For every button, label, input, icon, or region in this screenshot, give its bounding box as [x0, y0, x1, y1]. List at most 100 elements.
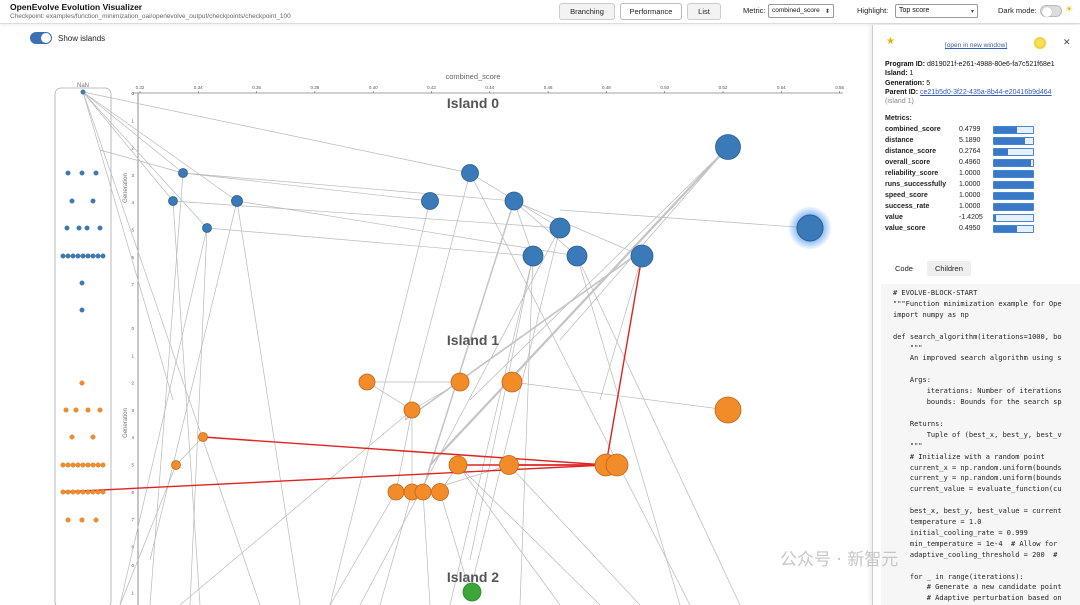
- tab-list[interactable]: List: [687, 3, 721, 20]
- program-node[interactable]: [70, 489, 76, 495]
- program-node[interactable]: [448, 455, 468, 475]
- program-node[interactable]: [85, 253, 91, 259]
- metric-name: distance: [885, 137, 914, 144]
- x-axis-title: combined_score: [445, 72, 500, 81]
- program-node[interactable]: [93, 170, 99, 176]
- program-node[interactable]: [231, 195, 243, 207]
- program-node[interactable]: [65, 462, 71, 468]
- program-node[interactable]: [549, 217, 571, 239]
- program-node[interactable]: [100, 253, 106, 259]
- program-node[interactable]: [93, 517, 99, 523]
- program-node[interactable]: [70, 253, 76, 259]
- program-node[interactable]: [76, 225, 82, 231]
- lineage-edge: [179, 409, 413, 605]
- highlight-select[interactable]: Top score ▾: [895, 4, 978, 18]
- program-node[interactable]: [171, 460, 181, 470]
- program-node[interactable]: [84, 225, 90, 231]
- program-node[interactable]: [450, 372, 470, 392]
- program-node[interactable]: [198, 432, 208, 442]
- open-in-new-window-link[interactable]: [open in new window]: [945, 42, 1008, 49]
- program-node[interactable]: [64, 225, 70, 231]
- program-node[interactable]: [97, 225, 103, 231]
- program-node[interactable]: [75, 489, 81, 495]
- program-node[interactable]: [168, 196, 178, 206]
- program-node[interactable]: [73, 407, 79, 413]
- program-node[interactable]: [79, 517, 85, 523]
- program-node[interactable]: [100, 462, 106, 468]
- program-node[interactable]: [90, 253, 96, 259]
- evolution-graph[interactable]: NaN combined_score 0.32 0.34 0.36 0.38 0.40 0…: [0, 25, 872, 605]
- program-node[interactable]: [100, 489, 106, 495]
- lineage-edge: [172, 200, 201, 605]
- program-node[interactable]: [65, 489, 71, 495]
- program-node[interactable]: [421, 192, 439, 210]
- program-node[interactable]: [522, 245, 544, 267]
- program-node[interactable]: [605, 453, 629, 477]
- program-node[interactable]: [630, 244, 654, 268]
- program-node[interactable]: [90, 198, 96, 204]
- tab-children[interactable]: Children: [926, 261, 971, 276]
- program-node[interactable]: [79, 280, 85, 286]
- program-node[interactable]: [414, 483, 432, 501]
- program-node[interactable]: [75, 253, 81, 259]
- star-icon[interactable]: ★: [886, 36, 895, 47]
- program-node[interactable]: [80, 489, 86, 495]
- program-node[interactable]: [358, 373, 376, 391]
- watermark: 公众号 · 新智元: [780, 550, 899, 570]
- metric-name: success_rate: [885, 203, 930, 210]
- program-node[interactable]: [715, 134, 741, 160]
- program-node[interactable]: [97, 407, 103, 413]
- program-node[interactable]: [79, 170, 85, 176]
- program-node[interactable]: [70, 462, 76, 468]
- tab-performance[interactable]: Performance: [620, 3, 682, 20]
- program-node[interactable]: [65, 253, 71, 259]
- program-node[interactable]: [80, 253, 86, 259]
- tab-branching[interactable]: Branching: [559, 3, 615, 20]
- parent-id-link[interactable]: ce21b5d0-3f22-435a-8b44-e20416b9d464: [920, 88, 1052, 96]
- tab-code[interactable]: Code: [887, 261, 921, 276]
- close-icon[interactable]: ✕: [1063, 37, 1071, 47]
- program-node[interactable]: [714, 396, 742, 424]
- program-node[interactable]: [69, 434, 75, 440]
- program-node[interactable]: [60, 489, 66, 495]
- program-node[interactable]: [63, 407, 69, 413]
- program-node[interactable]: [85, 462, 91, 468]
- dark-mode-toggle[interactable]: [1040, 5, 1062, 17]
- program-node[interactable]: [403, 401, 421, 419]
- program-node[interactable]: [85, 489, 91, 495]
- program-node[interactable]: [95, 462, 101, 468]
- program-node[interactable]: [80, 89, 86, 95]
- program-node[interactable]: [90, 434, 96, 440]
- program-node[interactable]: [202, 223, 212, 233]
- program-node[interactable]: [90, 489, 96, 495]
- program-node[interactable]: [431, 483, 449, 501]
- program-node[interactable]: [85, 407, 91, 413]
- program-node[interactable]: [387, 483, 405, 501]
- program-node[interactable]: [65, 517, 71, 523]
- program-node[interactable]: [461, 164, 479, 182]
- show-islands-toggle[interactable]: [30, 32, 52, 44]
- program-node[interactable]: [69, 198, 75, 204]
- program-node[interactable]: [178, 168, 188, 178]
- program-node[interactable]: [462, 582, 482, 602]
- program-node[interactable]: [65, 170, 71, 176]
- program-node[interactable]: [501, 371, 523, 393]
- program-node[interactable]: [499, 455, 519, 475]
- generation-label: Generation:: [885, 79, 925, 87]
- selected-program-node[interactable]: [796, 214, 824, 242]
- program-node[interactable]: [95, 253, 101, 259]
- program-node[interactable]: [504, 191, 524, 211]
- program-node[interactable]: [566, 245, 588, 267]
- program-node[interactable]: [75, 462, 81, 468]
- toggle-knob: [41, 33, 51, 43]
- program-node[interactable]: [79, 380, 85, 386]
- x-tick-label: 0.48: [602, 85, 611, 90]
- program-node[interactable]: [60, 253, 66, 259]
- program-node[interactable]: [90, 462, 96, 468]
- program-node[interactable]: [95, 489, 101, 495]
- program-node[interactable]: [79, 307, 85, 313]
- chevron-down-icon: ⬍: [824, 9, 830, 15]
- metric-select[interactable]: combined_score ⬍: [768, 4, 834, 18]
- program-node[interactable]: [60, 462, 66, 468]
- program-node[interactable]: [80, 462, 86, 468]
